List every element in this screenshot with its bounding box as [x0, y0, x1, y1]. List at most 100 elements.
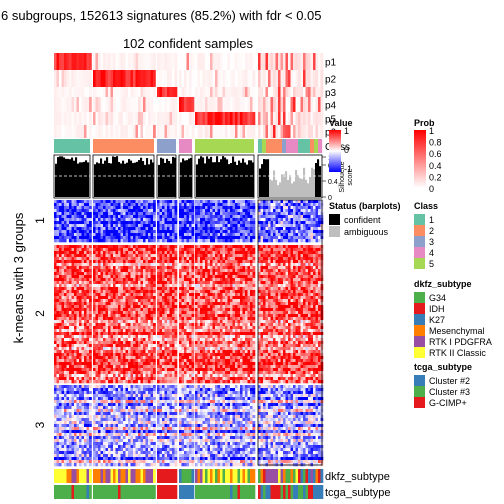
silhouette-bar — [65, 158, 68, 197]
heatmap-cell — [298, 218, 301, 222]
heatmap-cell — [115, 275, 119, 279]
prob-cell — [135, 53, 139, 70]
heatmap-cell — [174, 251, 178, 255]
heatmap-cell — [250, 308, 253, 312]
prob-cell — [298, 53, 301, 70]
heatmap-cell — [159, 290, 163, 294]
silhouette-bar — [100, 158, 103, 197]
heatmap-cell — [120, 209, 124, 213]
heatmap-cell — [195, 287, 198, 291]
heatmap-cell — [84, 236, 87, 240]
heatmap-cell — [66, 311, 70, 315]
heatmap-cell — [275, 251, 279, 255]
heatmap-cell — [278, 254, 281, 258]
silhouette-bar — [104, 160, 107, 197]
heatmap-cell — [230, 308, 233, 312]
heatmap-cell — [143, 287, 146, 291]
prob-cell — [169, 97, 173, 112]
heatmap-cell — [145, 233, 149, 237]
heatmap-cell — [313, 260, 316, 264]
heatmap-cell — [169, 278, 173, 282]
heatmap-cell — [273, 287, 276, 291]
heatmap-cell — [290, 263, 294, 267]
heatmap-cell — [93, 299, 96, 303]
prob-cell — [215, 70, 218, 87]
heatmap-cell — [202, 317, 206, 321]
heatmap-cell — [189, 287, 192, 291]
heatmap-cell — [93, 308, 96, 312]
heatmap-cell — [258, 251, 261, 255]
heatmap-cell — [283, 227, 286, 231]
heatmap-cell — [212, 221, 216, 225]
heatmap-cell — [252, 290, 256, 294]
heatmap-cell — [303, 215, 306, 219]
heatmap-cell — [56, 314, 60, 318]
heatmap-cell — [207, 302, 211, 306]
heatmap-cell — [118, 293, 121, 297]
heatmap-cell — [95, 257, 99, 261]
heatmap-cell — [76, 200, 80, 204]
heatmap-cell — [265, 245, 269, 249]
heatmap-cell — [227, 284, 231, 288]
prob-cell — [250, 87, 253, 97]
silhouette-bar — [96, 162, 99, 197]
heatmap-cell — [230, 260, 233, 264]
heatmap-cell — [118, 203, 121, 207]
heatmap-cell — [86, 239, 90, 243]
heatmap-cell — [247, 302, 251, 306]
prob-cell — [172, 112, 175, 125]
heatmap-cell — [265, 203, 269, 207]
heatmap-cell — [167, 206, 170, 210]
prob-cell — [250, 97, 253, 112]
prob-cell — [64, 125, 67, 138]
heatmap-cell — [310, 248, 314, 252]
heatmap-cell — [240, 236, 243, 240]
heatmap-cell — [113, 254, 116, 258]
heatmap-cell — [252, 203, 256, 207]
heatmap-cell — [79, 305, 82, 309]
heatmap-cell — [210, 302, 213, 306]
heatmap-cell — [98, 278, 101, 282]
heatmap-cell — [159, 320, 163, 324]
heatmap-cell — [153, 230, 156, 234]
heatmap-cell — [210, 233, 213, 237]
heatmap-cell — [237, 221, 241, 225]
heatmap-cell — [123, 221, 126, 225]
heatmap-cell — [305, 278, 309, 282]
heatmap-cell — [89, 230, 92, 234]
heatmap-cell — [115, 299, 119, 303]
heatmap-cell — [103, 257, 106, 261]
heatmap-cell — [303, 221, 306, 225]
heatmap-cell — [227, 302, 231, 306]
heatmap-cell — [150, 230, 154, 234]
heatmap-cell — [66, 323, 70, 327]
heatmap-cell — [227, 224, 231, 228]
heatmap-cell — [130, 302, 134, 306]
heatmap-cell — [135, 248, 139, 252]
heatmap-cell — [54, 290, 57, 294]
heatmap-cell — [128, 278, 131, 282]
heatmap-cell — [105, 206, 109, 210]
heatmap-cell — [167, 239, 170, 243]
heatmap-cell — [268, 296, 271, 300]
heatmap-cell — [64, 221, 67, 225]
prob-cell — [315, 53, 319, 70]
heatmap-cell — [159, 221, 163, 225]
heatmap-cell — [110, 215, 114, 219]
heatmap-cell — [318, 269, 321, 273]
heatmap-cell — [128, 257, 131, 261]
silhouette-bar — [196, 164, 199, 197]
prob-cell — [89, 112, 92, 125]
heatmap-cell — [215, 230, 218, 234]
heatmap-cell — [293, 200, 296, 204]
heatmap-cell — [100, 224, 104, 228]
heatmap-cell — [54, 236, 57, 240]
heatmap-cell — [313, 290, 316, 294]
prob-cell — [260, 97, 264, 112]
heatmap-cell — [268, 272, 271, 276]
heatmap-cell — [237, 308, 241, 312]
heatmap-cell — [71, 212, 75, 216]
heatmap-cell — [59, 272, 62, 276]
heatmap-cell — [84, 254, 87, 258]
heatmap-cell — [202, 257, 206, 261]
